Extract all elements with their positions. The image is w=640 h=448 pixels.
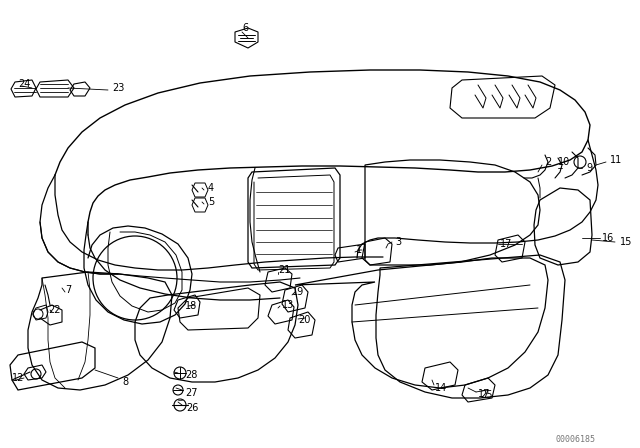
Text: 13: 13 [282,300,294,310]
Text: 27: 27 [185,388,198,398]
Text: 28: 28 [185,370,197,380]
Text: 11: 11 [610,155,622,165]
Text: 6: 6 [242,23,248,33]
Text: 24: 24 [18,79,30,89]
Text: 20: 20 [298,315,310,325]
Text: 12: 12 [12,373,24,383]
Text: 10: 10 [558,157,570,167]
Text: 00006185: 00006185 [555,435,595,444]
Text: 23: 23 [112,83,124,93]
Text: 2: 2 [545,157,551,167]
Text: 16: 16 [602,233,614,243]
Text: 15: 15 [620,237,632,247]
Text: 19: 19 [292,287,304,297]
Text: 18: 18 [185,301,197,311]
Text: 17: 17 [478,389,490,399]
Text: 22: 22 [48,305,61,315]
Text: 7: 7 [65,285,71,295]
Text: 3: 3 [395,237,401,247]
Text: 8: 8 [122,377,128,387]
Text: 14: 14 [435,383,447,393]
Text: 25: 25 [480,390,493,400]
Text: 9: 9 [586,163,592,173]
Text: 5: 5 [208,197,214,207]
Text: 26: 26 [186,403,198,413]
Text: 17: 17 [500,239,513,249]
Text: 21: 21 [278,265,291,275]
Text: 4: 4 [208,183,214,193]
Text: 1: 1 [356,245,362,255]
